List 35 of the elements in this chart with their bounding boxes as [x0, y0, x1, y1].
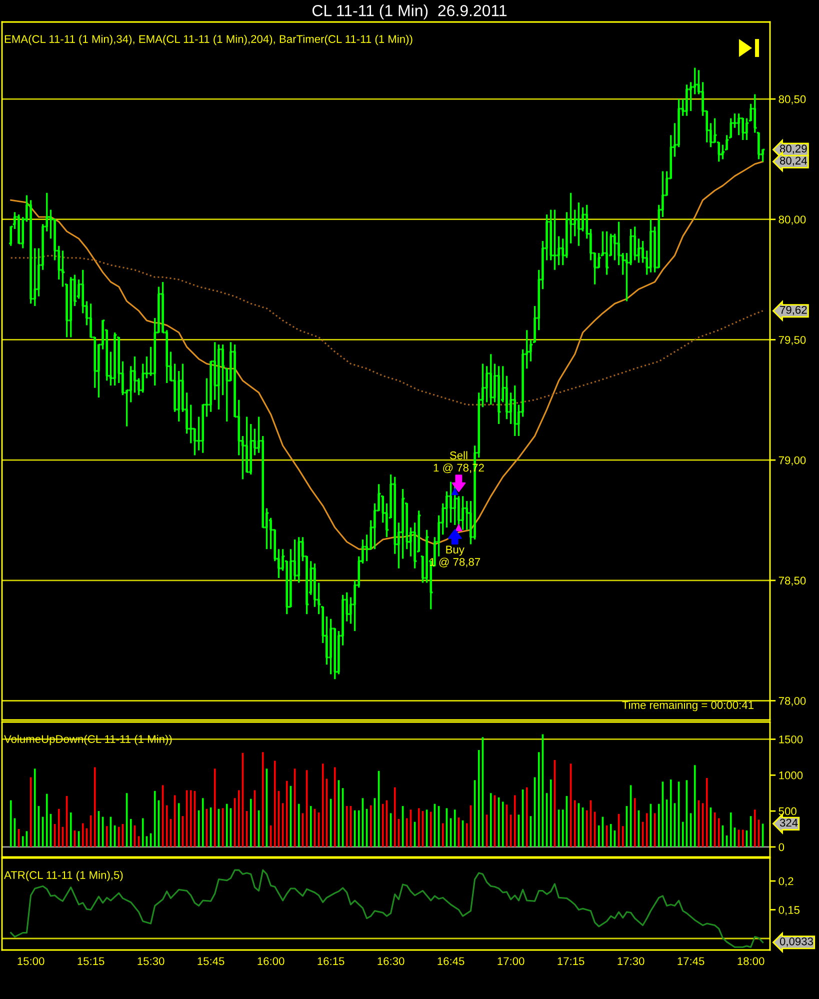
- y-tick-label: 80,00: [778, 216, 806, 225]
- x-tick-label: 16:30: [378, 957, 404, 966]
- text: EMA(CL 11-11 (1 Min),34), EMA(CL 11-11 (1 Min),204), BarTimer(CL 11-11 (1 Min)): [4, 34, 412, 46]
- annotation: 79,62: [780, 306, 807, 316]
- x-tick-label: 18:00: [738, 957, 764, 966]
- annotation: 324: [780, 818, 798, 827]
- chart-title: CL 11-11 (1 Min) 26.9.2011: [312, 4, 507, 20]
- line-series: [10, 254, 764, 406]
- x-tick-label: 17:30: [618, 957, 644, 966]
- annotation: 80,24: [780, 156, 807, 166]
- y-tick-label: 0,15: [778, 906, 800, 916]
- x-tick-label: 15:00: [18, 957, 44, 966]
- y-tick-label: 79,50: [778, 336, 806, 346]
- x-tick-label: 15:45: [198, 957, 224, 966]
- y-tick-label: 1000: [779, 771, 803, 780]
- x-tick-label: 17:00: [498, 957, 524, 966]
- x-tick-label: 15:15: [78, 957, 104, 966]
- y-tick-label: 0,2: [778, 877, 794, 886]
- annotation: 80,29: [780, 144, 807, 154]
- x-tick-label: 17:15: [558, 957, 584, 966]
- y-tick-label: 79,00: [778, 456, 806, 466]
- y-tick-label: 0: [778, 843, 784, 852]
- y-tick-label: 500: [778, 807, 796, 816]
- y-tick-label: 78,00: [778, 697, 806, 706]
- annotation: Time remaining = 00:00:41: [622, 700, 754, 712]
- x-tick-label: 15:30: [138, 957, 164, 966]
- text: ATR(CL 11-11 (1 Min),5): [4, 870, 123, 882]
- y-tick-label: 1500: [779, 736, 803, 744]
- y-tick-label: 80,50: [778, 95, 806, 104]
- y-tick-label: 78,50: [778, 576, 806, 586]
- x-tick-label: 16:45: [438, 957, 464, 966]
- x-tick-label: 16:15: [318, 957, 344, 966]
- x-tick-label: 16:00: [258, 957, 284, 966]
- x-tick-label: 17:45: [678, 957, 704, 966]
- annotation: 0,0933: [780, 937, 813, 947]
